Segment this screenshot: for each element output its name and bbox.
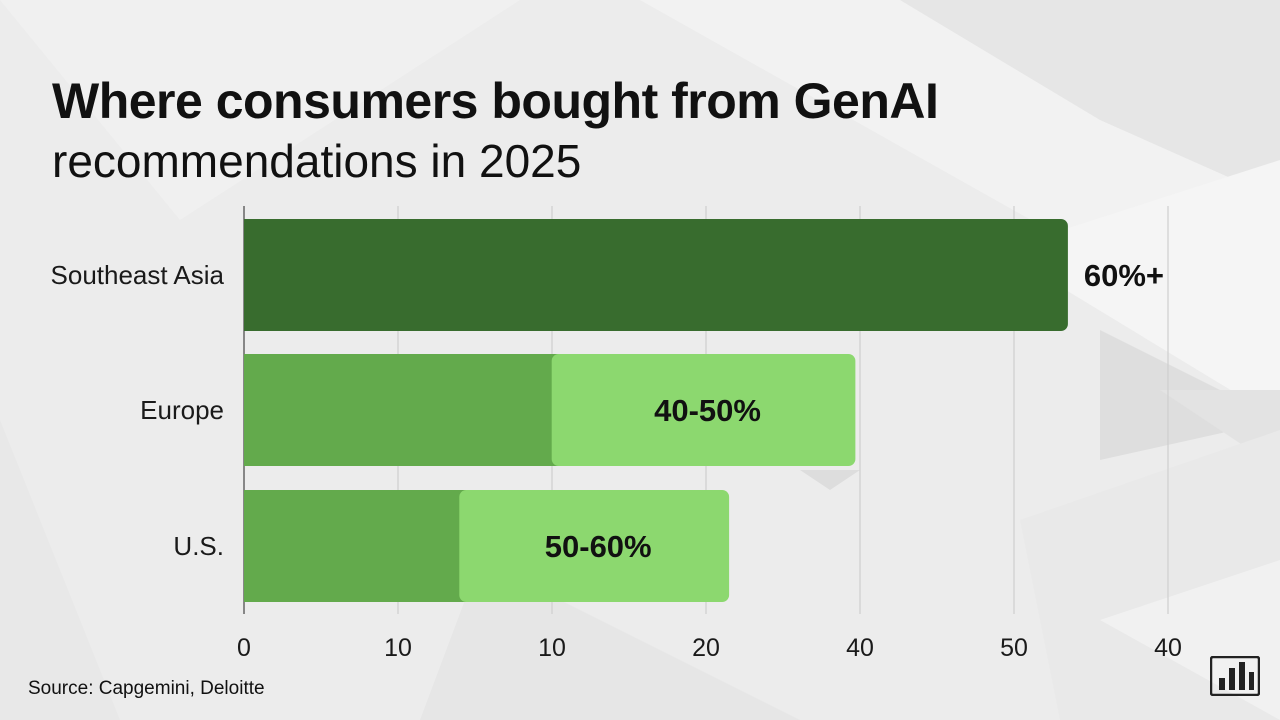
logo-icon — [1210, 656, 1260, 696]
category-label: U.S. — [173, 531, 224, 561]
x-tick-label: 10 — [384, 634, 412, 662]
bar-segment-light — [459, 490, 730, 602]
bar-segment-edge — [244, 219, 256, 331]
source-note: Source: Capgemini, Deloitte — [28, 678, 265, 699]
bar-value-label: 60%+ — [1084, 258, 1164, 293]
category-label: Southeast Asia — [51, 260, 225, 290]
x-tick-label: 10 — [538, 634, 566, 662]
bar-value-label: 40-50% — [654, 393, 761, 428]
x-tick-label: 0 — [237, 634, 251, 662]
chart-title: Where consumers bought from GenAI — [52, 73, 939, 129]
x-tick-label: 40 — [1154, 634, 1182, 662]
bar-segment-dark — [244, 219, 1068, 331]
category-label: Europe — [140, 395, 224, 425]
x-tick-label: 50 — [1000, 634, 1028, 662]
x-tick-label: 20 — [692, 634, 720, 662]
chart-subtitle: recommendations in 2025 — [52, 135, 582, 187]
bar-segment-light — [551, 354, 856, 466]
bar-segment-mid — [244, 490, 468, 602]
bar-value-label: 50-60% — [545, 529, 652, 564]
bar-segment-mid — [244, 354, 560, 466]
x-tick-label: 40 — [846, 634, 874, 662]
